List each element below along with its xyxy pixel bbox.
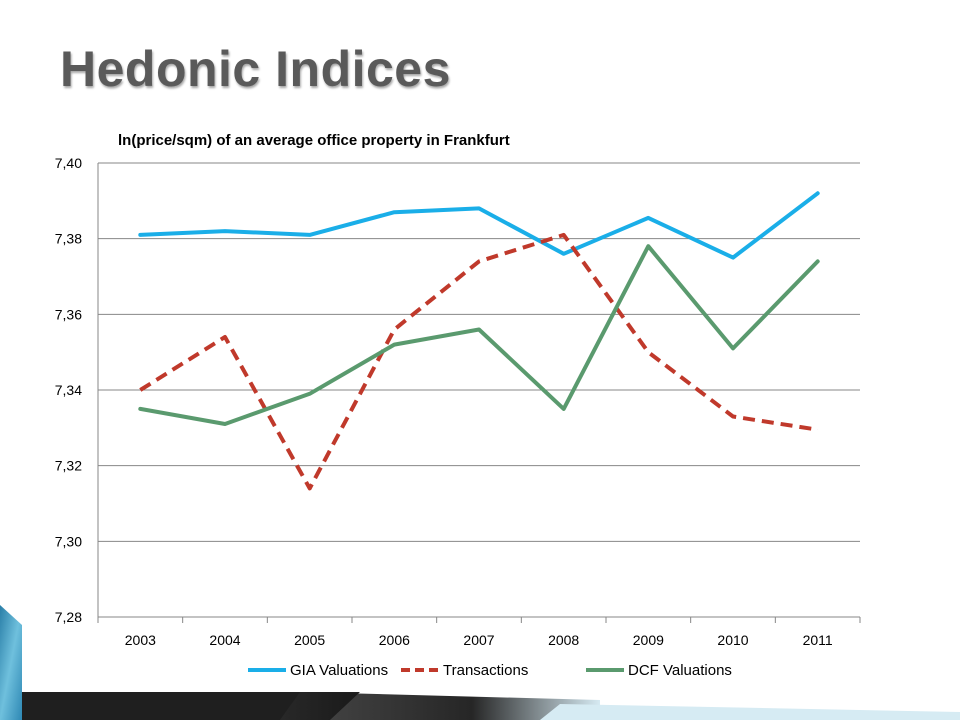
y-tick-label: 7,38 (55, 231, 82, 247)
x-tick-label: 2011 (803, 632, 833, 648)
axes: 7,28 7,30 7,32 7,34 7,36 7,38 7,40 2003 2004 2005… (55, 155, 861, 648)
legend-label: GIA Valuations (290, 662, 388, 679)
gridlines (98, 162, 860, 618)
x-tick-label: 2010 (717, 632, 748, 648)
chart-title: ln(price/sqm) of an average office prope… (118, 132, 510, 149)
x-tick-label: 2003 (125, 632, 156, 648)
page-title: Hedonic Indices (60, 41, 451, 97)
series-lines (138, 191, 820, 491)
series-line (138, 191, 820, 260)
series-line (139, 232, 819, 491)
legend-label: DCF Valuations (628, 662, 732, 679)
y-tick-label: 7,30 (55, 533, 82, 549)
x-tick-label: 2007 (463, 632, 494, 648)
x-tick-label: 2009 (633, 632, 664, 648)
y-tick-label: 7,36 (55, 306, 82, 322)
x-tick-label: 2006 (379, 632, 410, 648)
series-line (138, 244, 820, 426)
x-tick-label: 2004 (209, 632, 240, 648)
y-tick-label: 7,28 (55, 609, 82, 625)
x-tick-label: 2005 (294, 632, 325, 648)
y-tick-label: 7,34 (55, 382, 82, 398)
legend-label: Transactions (443, 662, 528, 679)
x-tick-label: 2008 (548, 632, 579, 648)
y-tick-label: 7,32 (55, 458, 82, 474)
y-tick-label: 7,40 (55, 155, 82, 171)
legend: GIA Valuations Transactions DCF Valuations (248, 662, 732, 679)
